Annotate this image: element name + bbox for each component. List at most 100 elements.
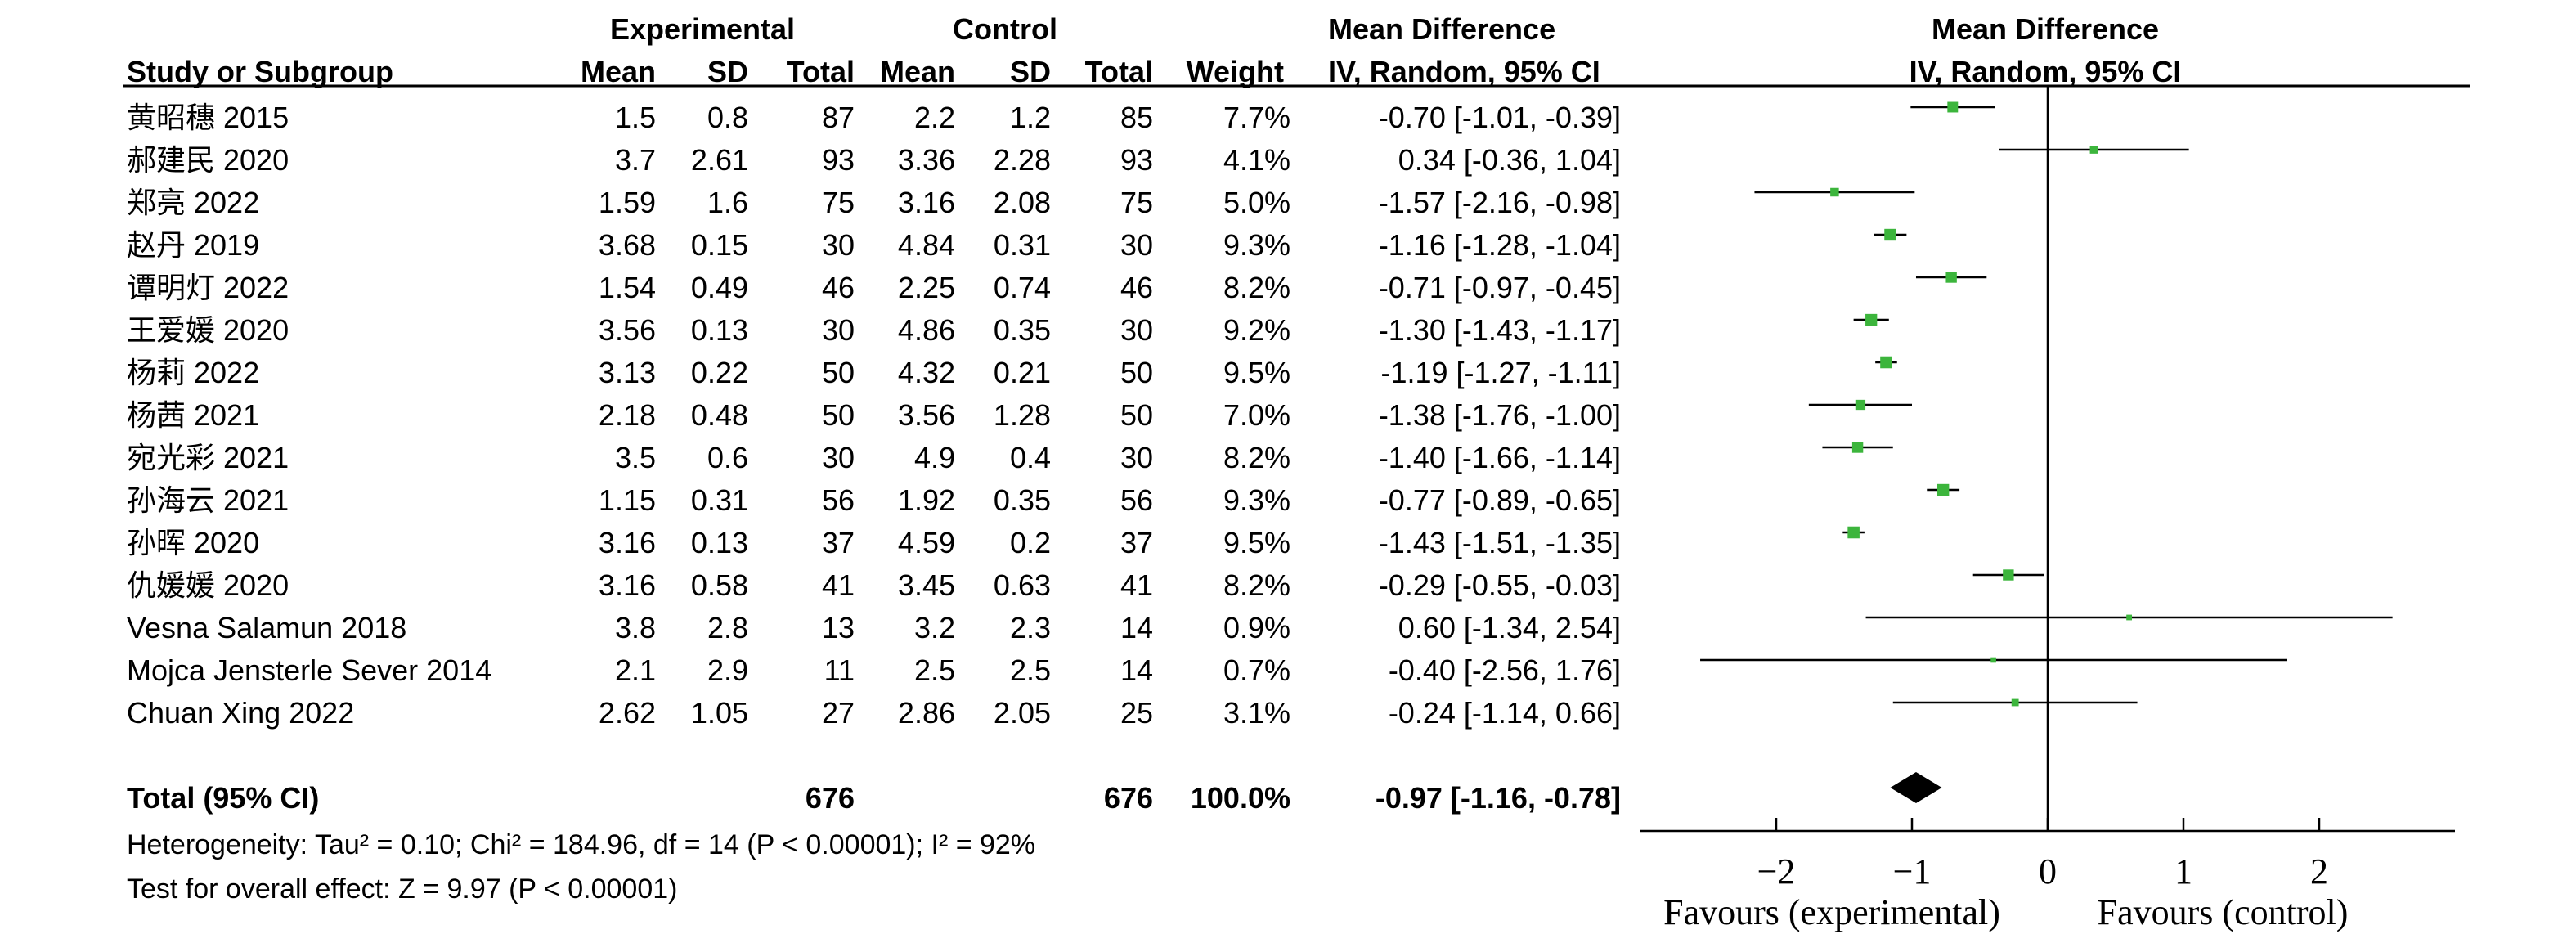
study-ci-group (1892, 698, 2138, 707)
md-ci-text: -1.16 [-1.28, -1.04] (1379, 228, 1621, 262)
table-row: 郝建民 2020 3.7 2.61 93 3.36 2.28 93 4.1% 0.34 [-0.… (127, 143, 1621, 177)
study-ci-group (1927, 483, 1960, 496)
x-tick-label: 1 (2174, 851, 2192, 891)
study-ci-group (1875, 356, 1897, 369)
exp-total: 46 (822, 271, 855, 304)
point-estimate-marker (1865, 313, 1878, 326)
ctrl-total: 50 (1120, 356, 1153, 389)
study-ci-group (1874, 228, 1907, 241)
table-row: 仇媛媛 2020 3.16 0.58 41 3.45 0.63 41 8.2% -0.29 [-… (127, 568, 1621, 602)
study-ci-group (1754, 187, 1915, 197)
table-row: Vesna Salamun 2018 3.8 2.8 13 3.2 2.3 14 0.9% 0.… (127, 611, 1621, 644)
x-tick-label: −1 (1893, 851, 1932, 891)
study-rows: 黄昭穗 2015 1.5 0.8 87 2.2 1.2 85 7.7% -0.70 [-1.01… (127, 101, 1621, 730)
weight: 7.7% (1223, 101, 1290, 134)
study-name: 孙晖 2020 (127, 526, 259, 559)
exp-mean: 2.1 (615, 653, 656, 687)
study-name: 谭明灯 2022 (127, 271, 289, 304)
exp-sd: 1.6 (707, 186, 748, 219)
study-ci-group (1822, 442, 1893, 453)
study-ci-group (1808, 399, 1912, 411)
ctrl-total: 37 (1120, 526, 1153, 559)
exp-sd: 0.13 (691, 313, 748, 347)
exp-total: 11 (824, 653, 855, 687)
ctrl-mean: 2.2 (914, 101, 955, 134)
weight: 8.2% (1223, 441, 1290, 474)
exp-sd: 0.58 (691, 568, 748, 602)
ctrl-sd: 0.21 (994, 356, 1051, 389)
md-ci-text: -0.70 [-1.01, -0.39] (1379, 101, 1621, 134)
study-ci-group (1999, 146, 2189, 154)
ctrl-sd-header: SD (1010, 55, 1051, 88)
forest-plot-area: −2 −1 0 1 2 (1640, 86, 2455, 891)
x-tick-label: 0 (2039, 851, 2057, 891)
point-estimate-marker (1990, 657, 1996, 663)
md-ci-text: -1.43 [-1.51, -1.35] (1379, 526, 1621, 559)
ctrl-sd: 2.5 (1010, 653, 1051, 687)
ctrl-mean: 3.16 (898, 186, 955, 219)
point-estimate-marker (1936, 483, 1950, 496)
exp-sd: 0.49 (691, 271, 748, 304)
x-tick-label: 2 (2310, 851, 2328, 891)
total-exp-total: 676 (806, 781, 855, 815)
weight: 4.1% (1223, 143, 1290, 177)
exp-total: 37 (822, 526, 855, 559)
ctrl-mean: 2.25 (898, 271, 955, 304)
exp-mean: 3.13 (599, 356, 656, 389)
exp-total: 50 (822, 356, 855, 389)
study-confidence-intervals (1700, 101, 2393, 707)
point-estimate-marker (1855, 399, 1866, 411)
exp-sd: 0.6 (707, 441, 748, 474)
md-ci-text: -1.30 [-1.43, -1.17] (1379, 313, 1621, 347)
control-group-header: Control (953, 12, 1057, 46)
weight-header: Weight (1187, 55, 1284, 88)
exp-sd: 2.9 (707, 653, 748, 687)
table-row: 谭明灯 2022 1.54 0.49 46 2.25 0.74 46 8.2% -0.71 [-… (127, 271, 1621, 304)
study-ci-group (1865, 614, 2393, 621)
exp-mean: 1.59 (599, 186, 656, 219)
md-ci-text: -1.38 [-1.76, -1.00] (1379, 398, 1621, 432)
weight: 9.5% (1223, 356, 1290, 389)
weight: 9.5% (1223, 526, 1290, 559)
exp-mean: 3.16 (599, 526, 656, 559)
exp-total: 27 (822, 696, 855, 730)
ctrl-sd: 0.31 (994, 228, 1051, 262)
weight: 0.9% (1223, 611, 1290, 644)
total-ci-text: -0.97 [-1.16, -0.78] (1376, 781, 1621, 815)
ctrl-total: 85 (1120, 101, 1153, 134)
study-name: Mojca Jensterle Sever 2014 (127, 653, 491, 687)
x-tick-label: −2 (1757, 851, 1796, 891)
ctrl-mean: 3.36 (898, 143, 955, 177)
point-estimate-marker (1847, 526, 1860, 539)
point-estimate-marker (1851, 442, 1864, 453)
table-row: 杨莉 2022 3.13 0.22 50 4.32 0.21 50 9.5% -1.19 [-1… (127, 356, 1621, 389)
ctrl-total: 93 (1120, 143, 1153, 177)
table-row: Mojca Jensterle Sever 2014 2.1 2.9 11 2.5 2.5… (127, 653, 1621, 687)
exp-mean: 3.56 (599, 313, 656, 347)
ctrl-sd: 2.08 (994, 186, 1051, 219)
total-ctrl-total: 676 (1104, 781, 1153, 815)
table-row: 宛光彩 2021 3.5 0.6 30 4.9 0.4 30 8.2% -1.40 [-1.66… (127, 441, 1621, 474)
study-name: 孙海云 2021 (127, 483, 289, 517)
ctrl-total: 30 (1120, 228, 1153, 262)
table-row: 赵丹 2019 3.68 0.15 30 4.84 0.31 30 9.3% -1.16 [-1… (127, 228, 1621, 262)
weight: 9.3% (1223, 228, 1290, 262)
study-ci-group (1700, 657, 2287, 663)
ctrl-total: 30 (1120, 313, 1153, 347)
ctrl-mean: 3.45 (898, 568, 955, 602)
ctrl-sd: 0.74 (994, 271, 1051, 304)
favours-experimental-label: Favours (experimental) (1663, 892, 2000, 932)
point-estimate-marker (1884, 228, 1896, 241)
table-row: 王爱媛 2020 3.56 0.13 30 4.86 0.35 30 9.2% -1.30 [-… (127, 313, 1621, 347)
md-ci-text: -0.77 [-0.89, -0.65] (1379, 483, 1621, 517)
favours-control-label: Favours (control) (2098, 892, 2349, 932)
table-row: 黄昭穗 2015 1.5 0.8 87 2.2 1.2 85 7.7% -0.70 [-1.01… (127, 101, 1621, 134)
point-estimate-marker (1945, 272, 1957, 283)
exp-sd: 1.05 (691, 696, 748, 730)
ctrl-total: 50 (1120, 398, 1153, 432)
point-estimate-marker (1880, 356, 1892, 369)
md-ci-text: 0.60 [-1.34, 2.54] (1398, 611, 1621, 644)
exp-total: 50 (822, 398, 855, 432)
point-estimate-marker (1947, 101, 1959, 113)
